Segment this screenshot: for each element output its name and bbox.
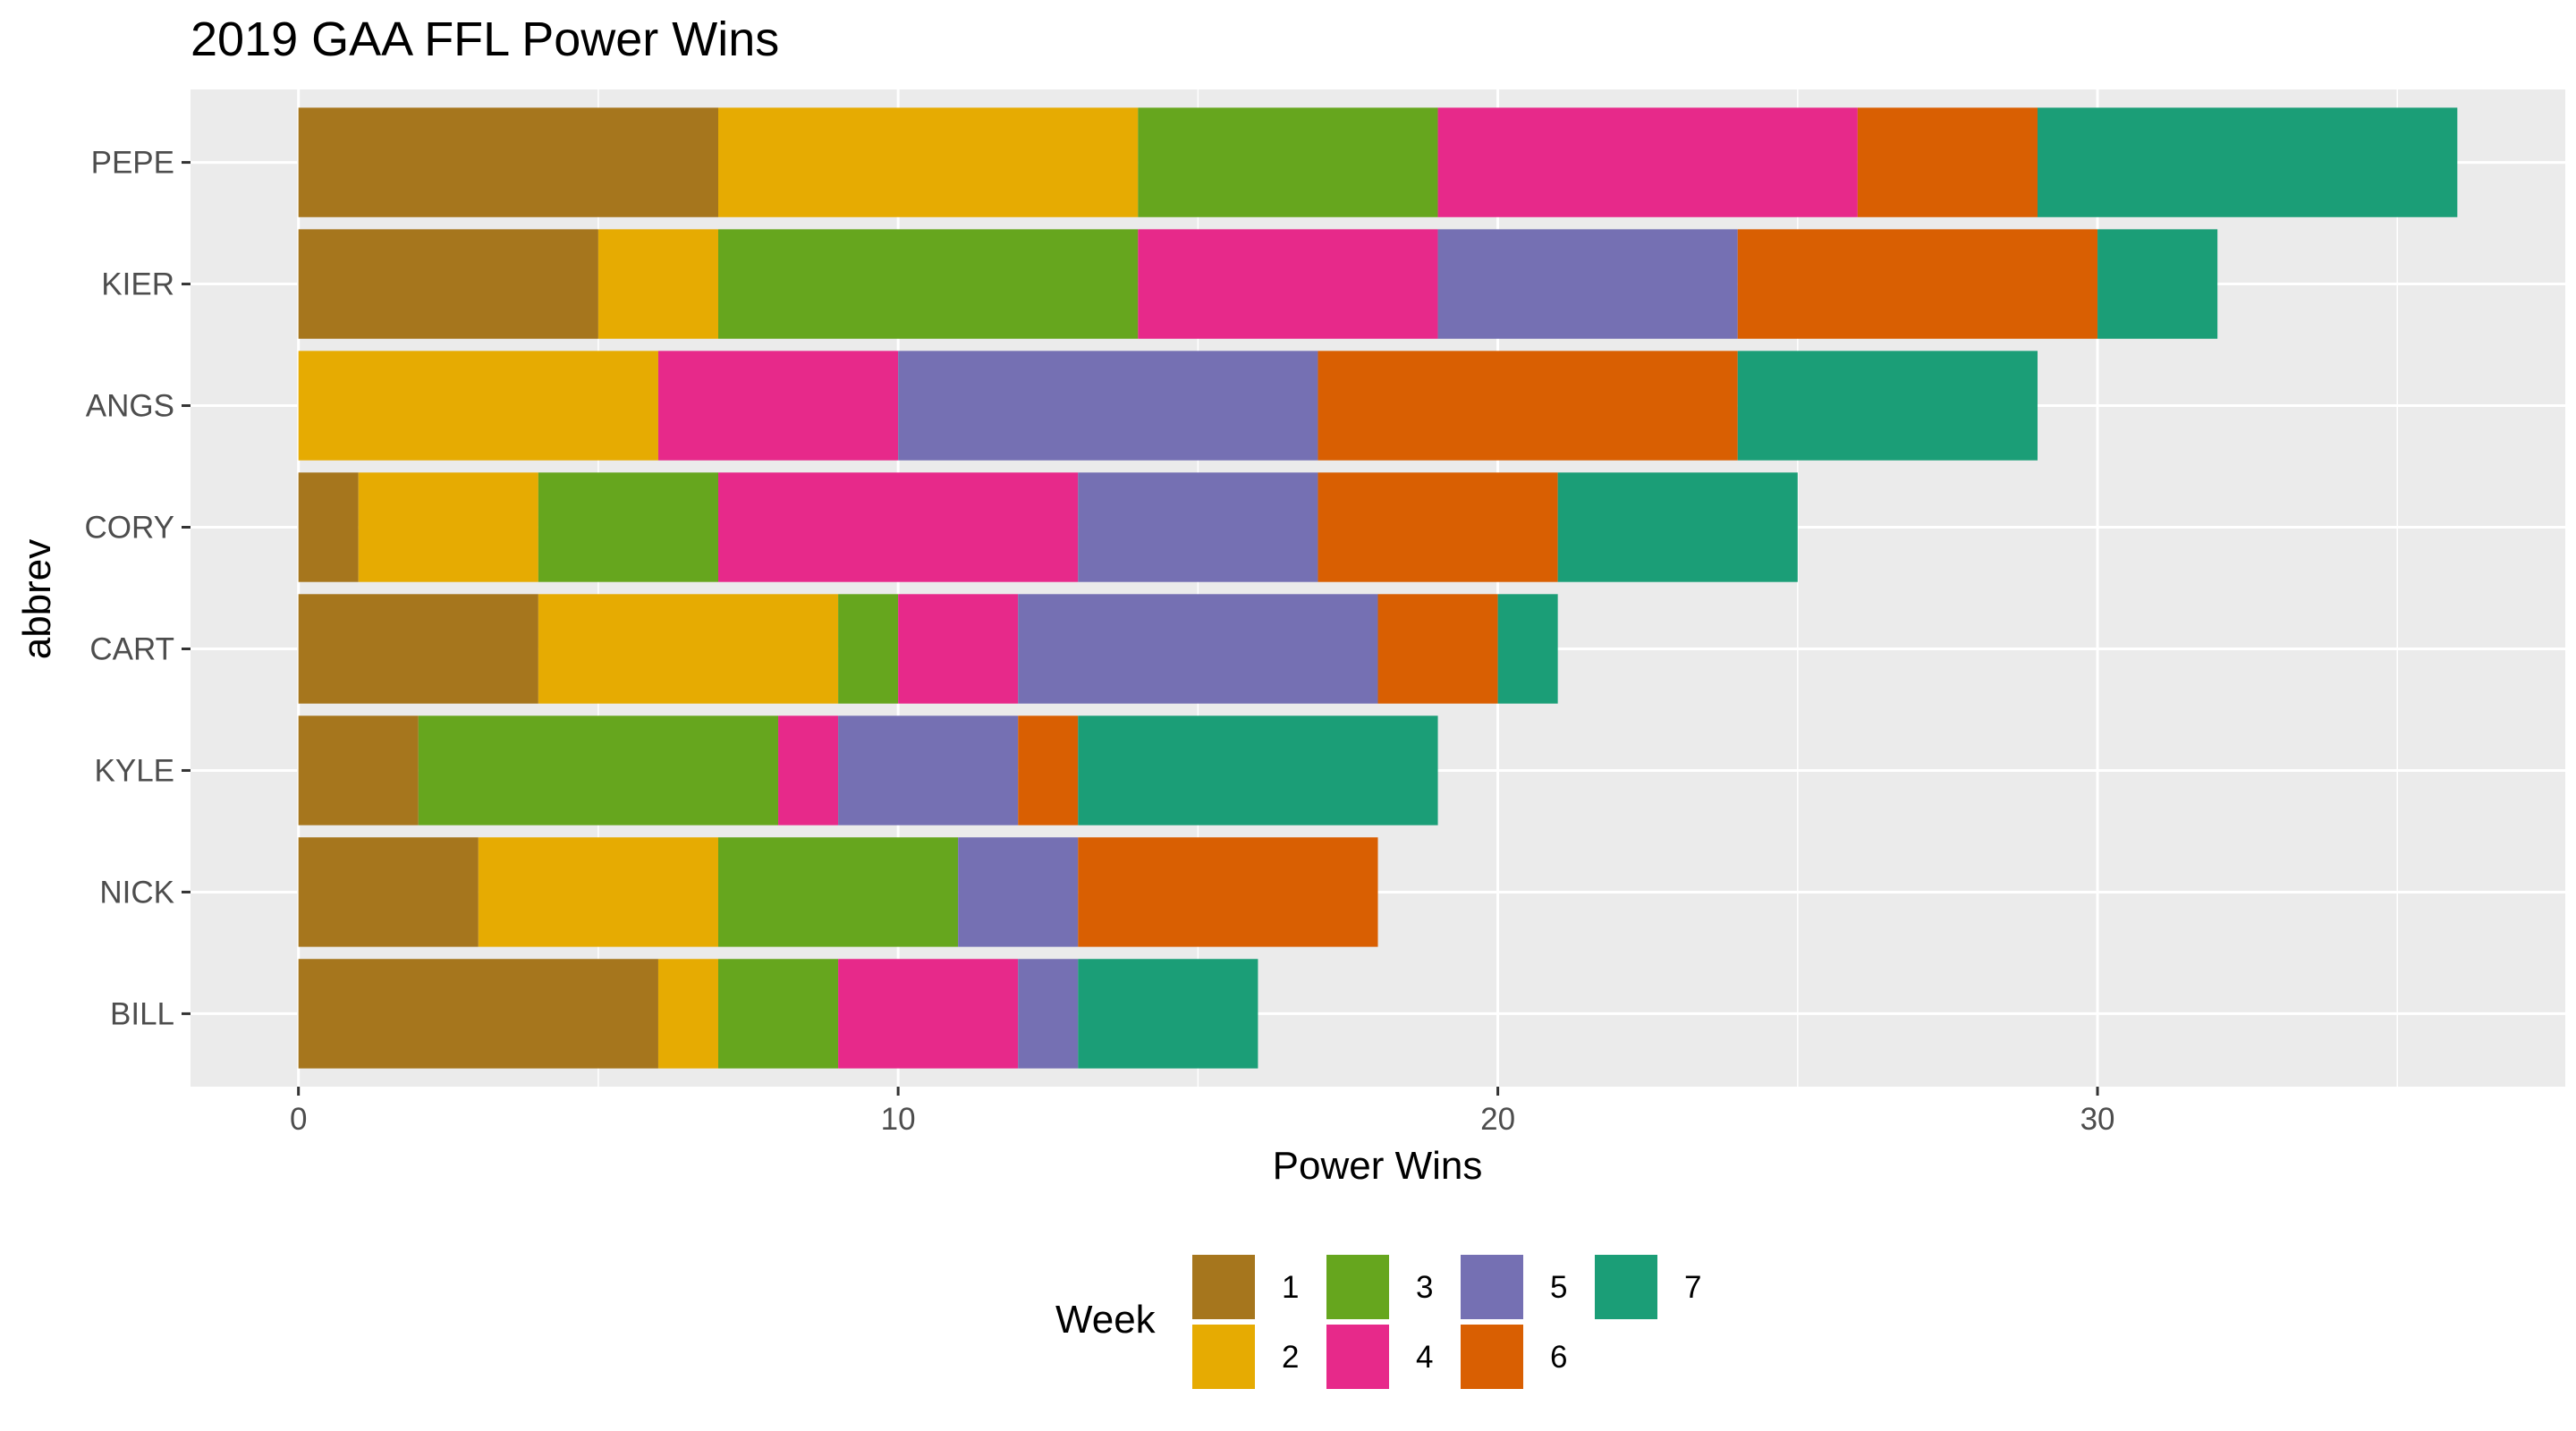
- bar-segment-cory-week-2: [358, 472, 538, 582]
- y-tick-label: NICK: [99, 875, 174, 910]
- chart-title: 2019 GAA FFL Power Wins: [191, 13, 779, 66]
- bar-segment-pepe-week-4: [1437, 107, 1858, 217]
- bar-segment-pepe-week-3: [1138, 107, 1438, 217]
- bar-segment-kyle-week-1: [298, 716, 419, 826]
- legend-key-week-4: [1326, 1325, 1389, 1389]
- bars: [298, 107, 2458, 1069]
- bar-segment-pepe-week-6: [1857, 107, 2038, 217]
- bar-segment-nick-week-1: [298, 837, 479, 947]
- bar-segment-bill-week-3: [718, 959, 839, 1069]
- legend-label-week-2: 2: [1282, 1340, 1299, 1375]
- legend-key-week-3: [1326, 1255, 1389, 1319]
- bar-segment-cory-week-6: [1318, 472, 1558, 582]
- y-tick-label: KIER: [101, 267, 174, 302]
- bar-segment-kyle-week-3: [418, 716, 779, 826]
- bar-segment-angs-week-4: [657, 351, 899, 461]
- bar-segment-bill-week-1: [298, 959, 658, 1069]
- bar-segment-angs-week-5: [898, 351, 1318, 461]
- bar-segment-cart-week-5: [1018, 594, 1378, 704]
- legend-label-week-7: 7: [1684, 1270, 1701, 1305]
- legend-key-week-6: [1461, 1325, 1523, 1389]
- bar-segment-cart-week-3: [838, 594, 899, 704]
- x-axis: 0 10 20 30: [290, 1087, 2115, 1137]
- legend-key-week-2: [1192, 1325, 1255, 1389]
- y-tick-label: ANGS: [86, 389, 174, 424]
- legend-label-week-5: 5: [1550, 1270, 1567, 1305]
- bar-segment-kier-week-5: [1437, 229, 1738, 339]
- bar-segment-bill-week-5: [1018, 959, 1079, 1069]
- bar-segment-cart-week-7: [1497, 594, 1558, 704]
- bar-segment-kyle-week-5: [838, 716, 1019, 826]
- legend-label-week-3: 3: [1416, 1270, 1433, 1305]
- bar-segment-nick-week-2: [478, 837, 718, 947]
- x-tick-label: 0: [290, 1102, 307, 1137]
- y-axis: PEPE KIER ANGS CORY CART KYLE NICK BILL: [85, 146, 191, 1031]
- bar-segment-bill-week-2: [657, 959, 718, 1069]
- legend: Week 1 2 3 4 5 6 7: [1055, 1255, 1701, 1389]
- bar-segment-nick-week-3: [718, 837, 959, 947]
- y-tick-label: CART: [89, 631, 174, 666]
- y-tick-label: CORY: [85, 511, 175, 546]
- legend-label-week-1: 1: [1282, 1270, 1299, 1305]
- bar-segment-kier-week-3: [718, 229, 1139, 339]
- x-tick-label: 10: [881, 1102, 916, 1137]
- bar-segment-kier-week-1: [298, 229, 598, 339]
- bar-segment-bill-week-7: [1078, 959, 1258, 1069]
- bar-segment-cory-week-7: [1557, 472, 1798, 582]
- bar-segment-kyle-week-6: [1018, 716, 1079, 826]
- y-tick-label: PEPE: [91, 146, 174, 181]
- legend-key-week-5: [1461, 1255, 1523, 1319]
- legend-title: Week: [1055, 1298, 1157, 1342]
- bar-segment-cart-week-1: [298, 594, 538, 704]
- bar-segment-pepe-week-2: [718, 107, 1139, 217]
- y-tick-label: KYLE: [95, 753, 175, 788]
- legend-label-week-4: 4: [1416, 1340, 1433, 1375]
- bar-segment-cory-week-5: [1078, 472, 1318, 582]
- bar-segment-cart-week-4: [898, 594, 1019, 704]
- legend-label-week-6: 6: [1550, 1340, 1567, 1375]
- bar-segment-pepe-week-7: [2038, 107, 2458, 217]
- bar-segment-cory-week-3: [538, 472, 718, 582]
- bar-segment-cart-week-2: [538, 594, 839, 704]
- bar-segment-nick-week-6: [1078, 837, 1378, 947]
- bar-segment-nick-week-5: [958, 837, 1079, 947]
- bar-segment-kier-week-2: [597, 229, 718, 339]
- bar-segment-angs-week-6: [1318, 351, 1738, 461]
- bar-segment-angs-week-2: [298, 351, 658, 461]
- y-tick-label: BILL: [110, 996, 174, 1031]
- bar-segment-kyle-week-7: [1078, 716, 1438, 826]
- legend-key-week-1: [1192, 1255, 1255, 1319]
- bar-segment-cory-week-4: [718, 472, 1079, 582]
- x-tick-label: 30: [2080, 1102, 2115, 1137]
- bar-segment-angs-week-7: [1737, 351, 2038, 461]
- bar-segment-kier-week-7: [2097, 229, 2218, 339]
- bar-segment-cory-week-1: [298, 472, 359, 582]
- y-axis-title: abbrev: [15, 539, 59, 660]
- x-axis-title: Power Wins: [1273, 1144, 1483, 1188]
- bar-segment-kier-week-4: [1138, 229, 1438, 339]
- bar-segment-pepe-week-1: [298, 107, 718, 217]
- bar-segment-bill-week-4: [838, 959, 1019, 1069]
- x-tick-label: 20: [1480, 1102, 1515, 1137]
- bar-segment-cart-week-6: [1377, 594, 1498, 704]
- legend-key-week-7: [1595, 1255, 1657, 1319]
- bar-segment-kier-week-6: [1737, 229, 2098, 339]
- bar-segment-kyle-week-4: [778, 716, 839, 826]
